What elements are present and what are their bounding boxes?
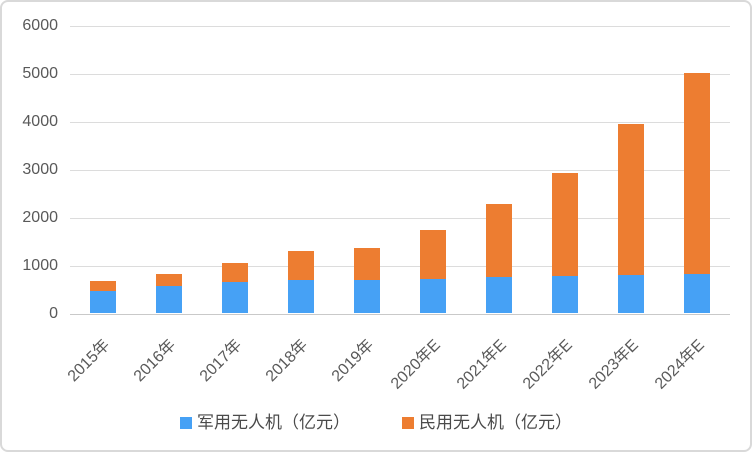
bar-segment-military-2021年E <box>486 277 512 314</box>
bar-segment-military-2024年E <box>684 273 710 314</box>
bar-segment-civilian-2019年 <box>354 248 380 280</box>
bar-segment-civilian-2017年 <box>222 262 248 282</box>
gridline <box>70 121 730 123</box>
bar-segment-civilian-2015年 <box>90 281 116 291</box>
bar-segment-military-2015年 <box>90 290 116 314</box>
legend-label-military: 军用无人机（亿元） <box>197 413 350 432</box>
bar-segment-civilian-2024年E <box>684 72 710 274</box>
bar-segment-civilian-2020年E <box>420 230 446 279</box>
legend-item-civilian: 民用无人机（亿元） <box>402 413 572 433</box>
x-tick-label: 2020年E <box>387 336 444 393</box>
x-tick-label: 2018年 <box>263 336 312 386</box>
bar-segment-military-2017年 <box>222 282 248 314</box>
bar-segment-military-2016年 <box>156 286 182 314</box>
legend-swatch-civilian-icon <box>402 417 414 429</box>
gridline <box>70 169 730 171</box>
legend-swatch-military-icon <box>180 417 192 429</box>
legend: 军用无人机（亿元） 民用无人机（亿元） <box>2 413 750 433</box>
y-tick-label: 2000 <box>22 208 58 226</box>
x-tick-label: 2015年 <box>65 336 114 386</box>
bar-segment-civilian-2021年E <box>486 203 512 278</box>
bar-segment-military-2023年E <box>618 274 644 314</box>
y-tick-label: 4000 <box>22 112 58 130</box>
x-tick-label: 2021年E <box>453 336 510 393</box>
gridline <box>70 265 730 267</box>
x-tick-label: 2024年E <box>651 336 708 393</box>
y-tick-label: 1000 <box>22 256 58 274</box>
bar-segment-military-2020年E <box>420 278 446 314</box>
y-tick-label: 0 <box>49 304 58 322</box>
x-tick-label: 2017年 <box>197 336 246 386</box>
bar-segment-civilian-2023年E <box>618 123 644 275</box>
x-tick-label: 2022年E <box>519 336 576 393</box>
bar-segment-military-2019年 <box>354 279 380 314</box>
bar-segment-civilian-2016年 <box>156 273 182 287</box>
x-tick-label: 2016年 <box>131 336 180 386</box>
gridline <box>70 73 730 75</box>
bar-segment-military-2018年 <box>288 280 314 314</box>
y-tick-label: 3000 <box>22 160 58 178</box>
y-tick-label: 5000 <box>22 64 58 82</box>
legend-label-civilian: 民用无人机（亿元） <box>419 413 572 432</box>
y-tick-label: 6000 <box>22 16 58 34</box>
gridline <box>70 217 730 219</box>
gridline <box>70 25 730 27</box>
bar-segment-civilian-2018年 <box>288 251 314 281</box>
x-tick-label: 2023年E <box>585 336 642 393</box>
bar-segment-civilian-2022年E <box>552 173 578 277</box>
x-axis-line <box>70 313 730 315</box>
x-tick-label: 2019年 <box>329 336 378 386</box>
bar-segment-military-2022年E <box>552 276 578 314</box>
legend-item-military: 军用无人机（亿元） <box>180 413 350 433</box>
